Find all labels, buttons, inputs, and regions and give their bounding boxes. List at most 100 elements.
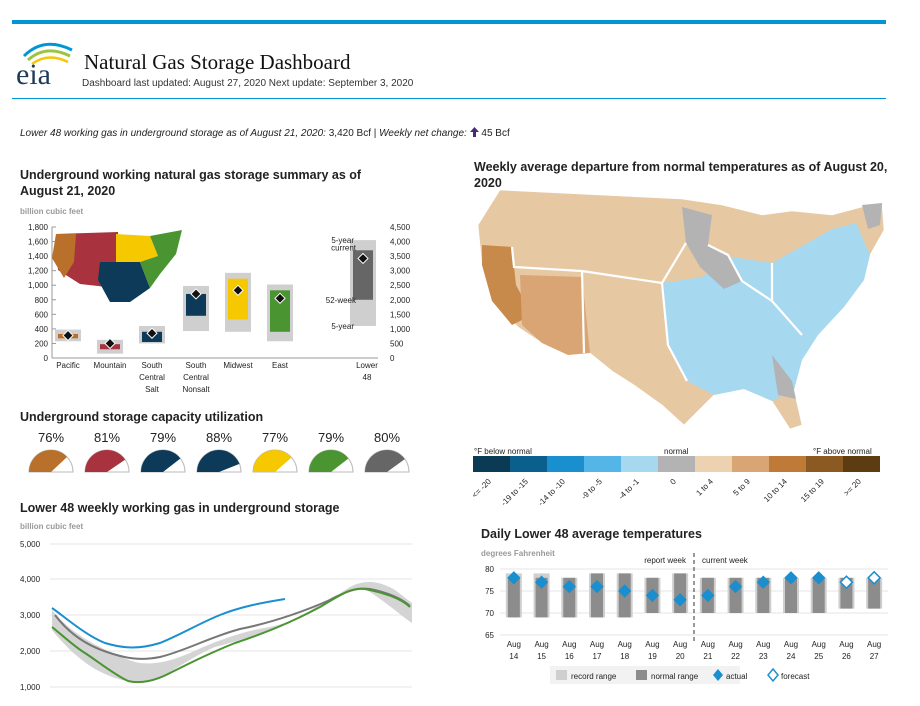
scale-label: -14 to -10 — [536, 477, 567, 508]
forecast-marker — [839, 575, 854, 590]
utilization-gauge: 81% — [80, 430, 134, 480]
left-axis-label: 400 — [35, 325, 49, 334]
page-title: Natural Gas Storage Dashboard — [84, 50, 351, 74]
temp-map-title: Weekly average departure from normal tem… — [474, 160, 888, 190]
weekly-y-label: 4,000 — [20, 575, 41, 584]
us-map-region-borders — [510, 242, 803, 382]
right-axis-label: 1,500 — [390, 310, 411, 319]
actual-marker — [728, 579, 743, 594]
right-axis-label: 4,500 — [390, 223, 411, 232]
day-date-label: 22 — [731, 652, 740, 661]
actual-marker — [812, 571, 826, 585]
eia-logo[interactable]: eia — [14, 38, 78, 91]
scale-swatch — [658, 456, 695, 472]
range-inner-bar — [186, 293, 206, 316]
scale-swatch — [769, 456, 806, 472]
region-label: Mountain — [94, 361, 127, 370]
temperature-scale: <= -20 -19 to -15 -14 to -10 -9 to -5 -4 to … — [470, 456, 880, 508]
storage-summary-chart[interactable]: 1,800 1,600 1,400 1,200 1,000 800 600 400 200 0 4,… — [0, 218, 430, 398]
scale-label: <= -20 — [470, 477, 493, 500]
up-arrow-icon — [469, 127, 479, 137]
actual-marker — [756, 575, 770, 589]
region-label: Central — [139, 373, 165, 382]
storage-summary-unit: billion cubic feet — [20, 207, 84, 216]
daily-y-label: 70 — [485, 609, 494, 618]
daily-y-label: 65 — [485, 631, 494, 640]
map-south-central-region — [98, 262, 150, 302]
utilization-gauge: 76% — [24, 430, 78, 480]
day-date-label: 17 — [593, 652, 602, 661]
weekly-change-value: 45 Bcf — [481, 128, 510, 139]
scale-swatch — [473, 456, 510, 472]
scale-label: -9 to -5 — [580, 477, 605, 502]
temperature-departure-map[interactable] — [472, 185, 892, 435]
day-month-label: Aug — [728, 640, 742, 649]
map-pacific-region — [52, 234, 76, 278]
utilization-pct: 79% — [317, 430, 345, 445]
above-normal-label: °F above normal — [813, 447, 872, 456]
day-month-label: Aug — [618, 640, 632, 649]
day-date-label: 24 — [787, 652, 796, 661]
actual-marker — [562, 579, 576, 594]
current-marker — [357, 252, 369, 265]
header-divider — [12, 98, 886, 99]
left-axis-label: 1,200 — [28, 267, 49, 276]
actual-marker — [507, 571, 521, 585]
map-east-region — [140, 230, 182, 288]
scale-label: -19 to -15 — [499, 477, 530, 508]
day-month-label: Aug — [867, 640, 881, 649]
weekly-storage-unit: billion cubic feet — [20, 522, 84, 531]
range-inner-bar — [353, 250, 373, 300]
scale-swatch — [584, 456, 621, 472]
weekly-y-label: 5,000 — [20, 540, 41, 549]
daily-temps-title: Daily Lower 48 average temperatures — [481, 527, 702, 541]
day-date-label: 26 — [842, 652, 851, 661]
top-accent-bar — [12, 20, 886, 24]
utilization-pct: 88% — [205, 430, 233, 445]
us-map-southwest-warm — [520, 275, 590, 355]
right-axis-label: 2,000 — [390, 296, 411, 305]
current-marker — [104, 337, 116, 350]
day-date-label: 27 — [870, 652, 879, 661]
region-label: Lower — [356, 361, 378, 370]
scale-label: 10 to 14 — [762, 477, 789, 504]
utilization-title: Underground storage capacity utilization — [20, 410, 264, 424]
right-axis-label: 1,000 — [390, 325, 411, 334]
day-month-label: Aug — [562, 640, 576, 649]
weekly-y-label: 3,000 — [20, 611, 41, 620]
current-year-line — [51, 598, 286, 649]
gauge-fill — [365, 450, 405, 472]
gauge-arc — [364, 449, 410, 473]
region-label: 48 — [363, 373, 372, 382]
day-month-label: Aug — [507, 640, 521, 649]
current-marker — [232, 284, 244, 297]
normal-range-bar — [757, 577, 770, 613]
region-label: Central — [183, 373, 209, 382]
region-label: South — [186, 361, 207, 370]
range-inner-bar — [270, 290, 290, 332]
scale-swatch — [843, 456, 880, 472]
utilization-gauge: 80% — [360, 430, 414, 480]
region-label: Pacific — [56, 361, 80, 370]
right-axis-label: 4,000 — [390, 238, 411, 247]
last-updated-text: Dashboard last updated: August 27, 2020 … — [82, 78, 414, 89]
gauge-fill — [197, 450, 240, 472]
actual-marker — [784, 571, 798, 585]
scale-label: >= 20 — [842, 477, 863, 498]
right-axis-label: 2,500 — [390, 281, 411, 290]
day-month-label: Aug — [701, 640, 715, 649]
map-midwest-region — [116, 234, 158, 262]
gauge-arc — [84, 449, 130, 473]
legend-actual-label: actual — [726, 672, 748, 681]
lower48-current-label: current — [331, 243, 357, 252]
actual-marker — [701, 588, 715, 603]
five-year-average-line — [54, 587, 411, 660]
left-axis-label: 200 — [35, 339, 49, 348]
weekly-storage-chart[interactable]: 5,000 4,000 3,000 2,000 1,000 — [0, 535, 430, 700]
legend-normal-swatch — [636, 670, 647, 680]
day-month-label: Aug — [534, 640, 548, 649]
day-month-label: Aug — [812, 640, 826, 649]
below-normal-label: °F below normal — [474, 447, 532, 456]
daily-temperature-chart[interactable]: 80 75 70 65 Aug 14 Aug 15 Aug 16 Aug 17 Aug 18 Aug 19 Au… — [470, 553, 900, 688]
left-axis-label: 1,600 — [28, 238, 49, 247]
